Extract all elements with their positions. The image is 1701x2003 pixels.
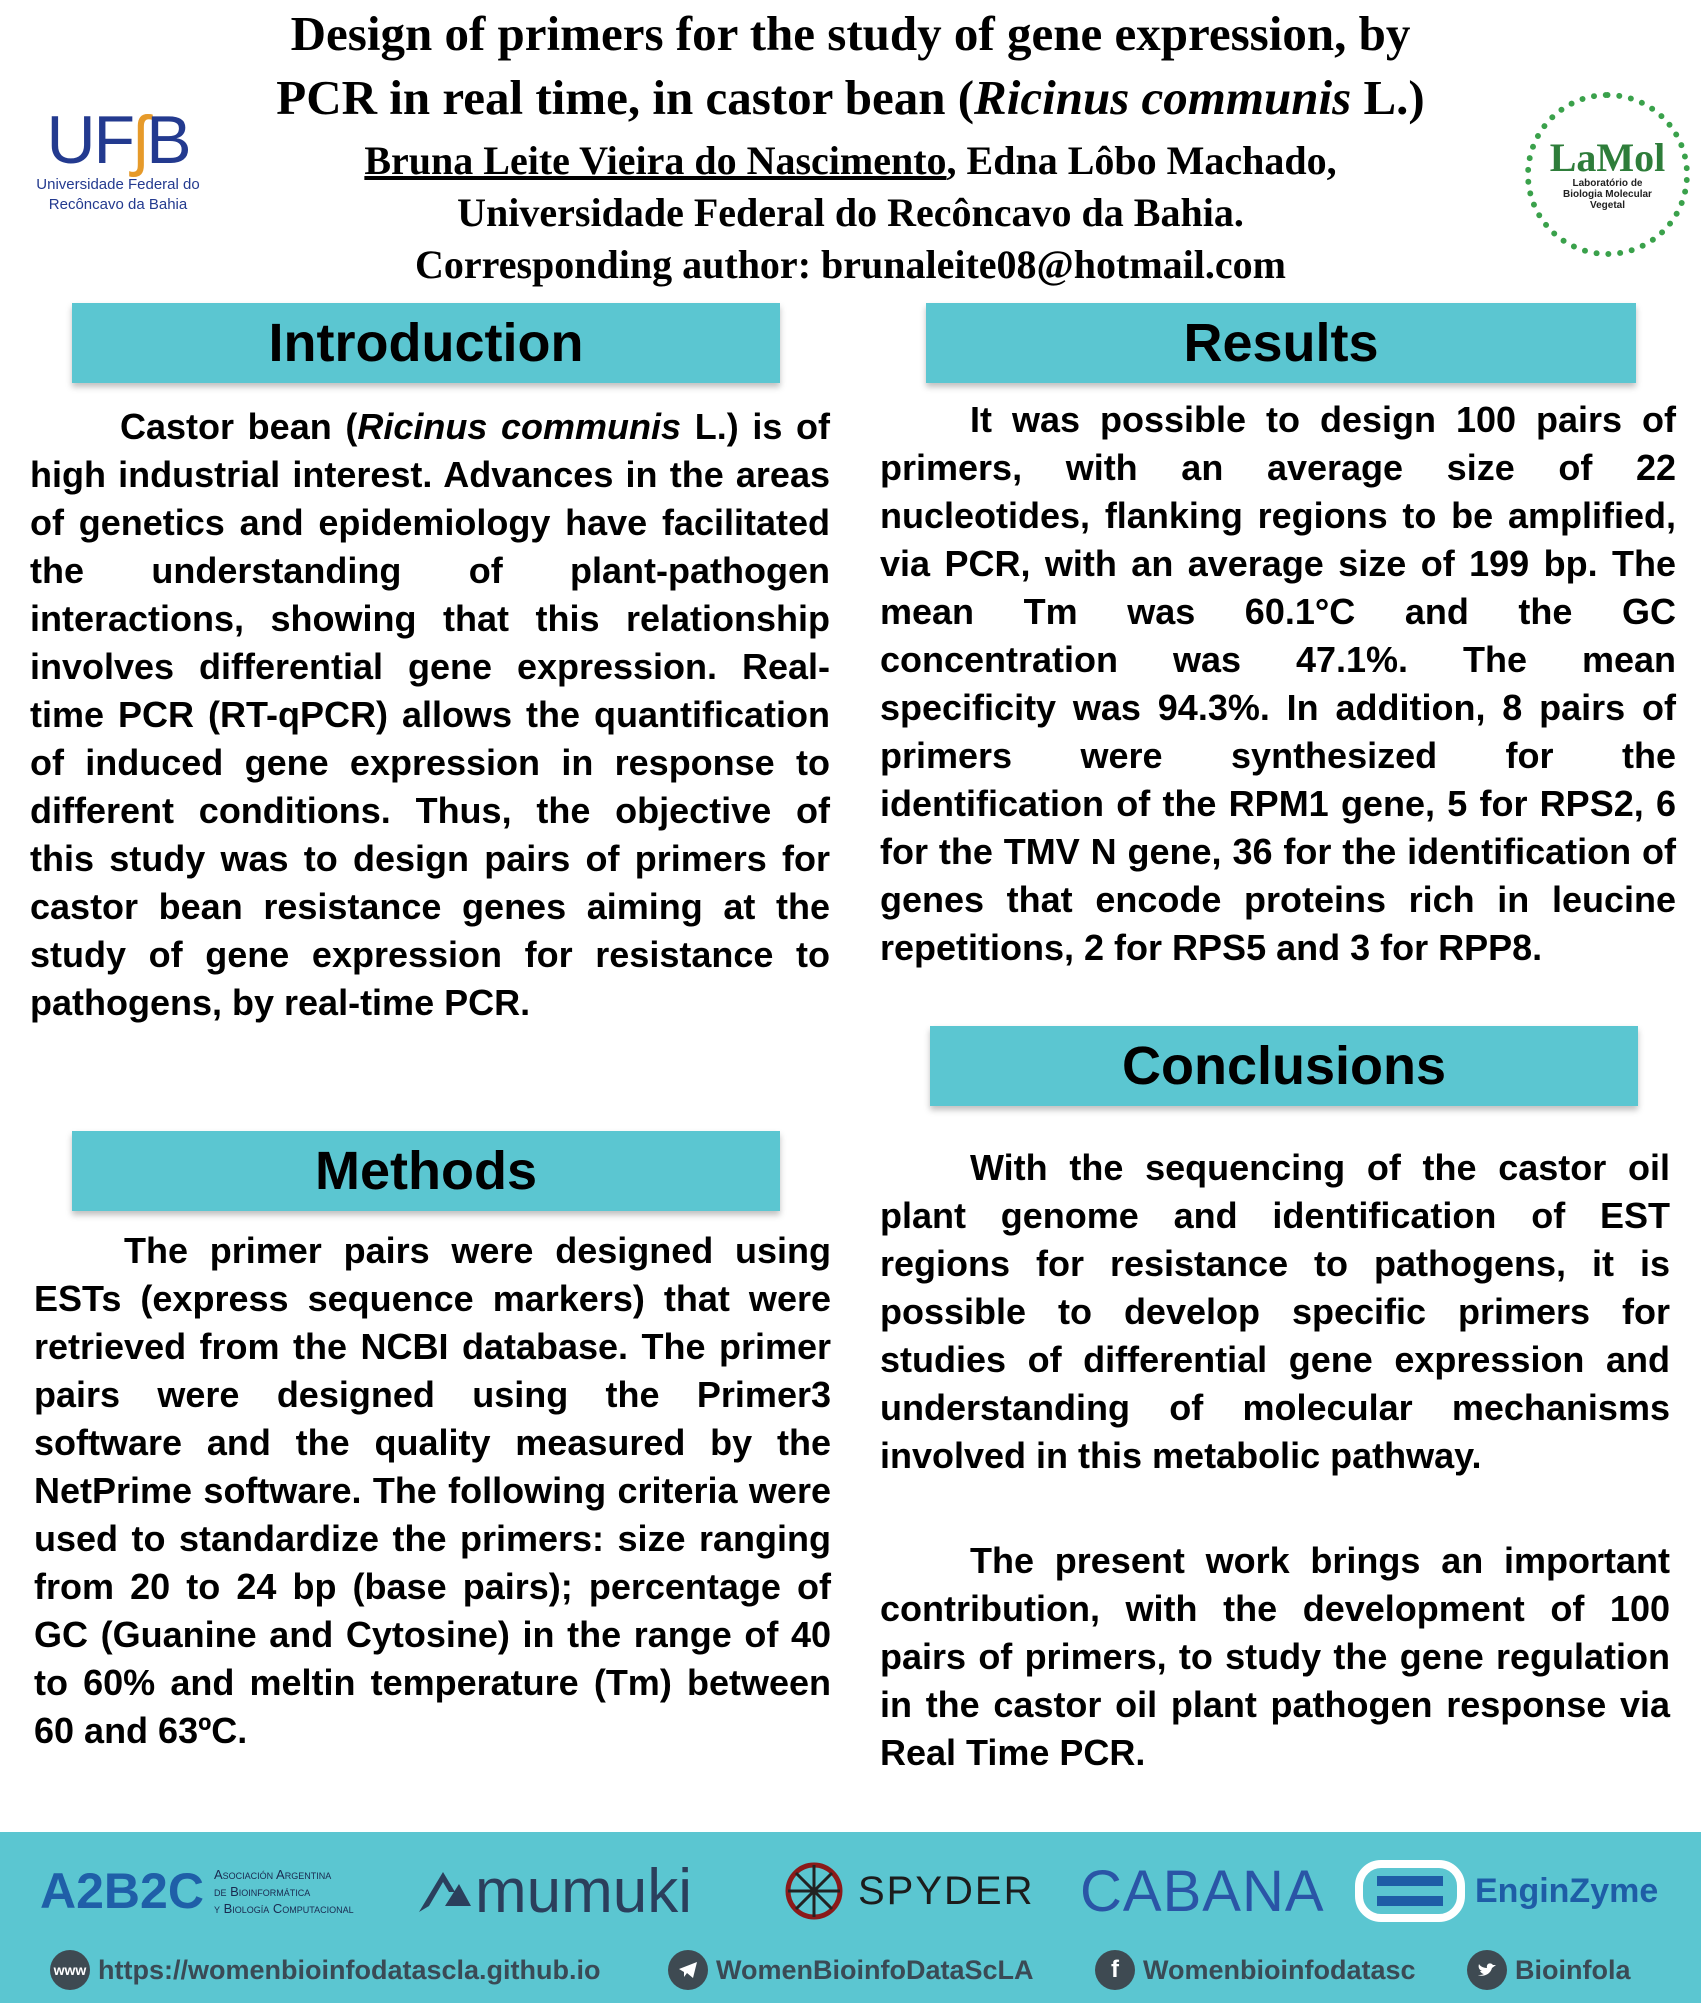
ufrb-logo-mark: UFʃB — [46, 102, 191, 178]
conclusions-paragraph-2: The present work brings an important con… — [880, 1540, 1670, 1773]
telegram-link[interactable]: WomenBioinfoDataScLA — [668, 1950, 1034, 1990]
title-line-2-post: L.) — [1351, 70, 1425, 125]
sponsor-spyder: SPYDER — [782, 1856, 1062, 1926]
twitter-icon — [1467, 1950, 1507, 1990]
first-author: Bruna Leite Vieira do Nascimento — [364, 138, 947, 183]
enginzyme-logo-text: EnginZyme — [1475, 1871, 1659, 1910]
spyder-logo-icon — [785, 1862, 843, 1920]
affiliation: Universidade Federal do Recôncavo da Bah… — [457, 190, 1244, 235]
poster-header: Design of primers for the study of gene … — [0, 0, 1701, 290]
web-icon: www — [50, 1950, 90, 1990]
sponsor-cabana: CABANA — [1080, 1856, 1340, 1926]
enginzyme-logo-icon — [1355, 1860, 1465, 1922]
sponsor-enginzyme: EnginZyme — [1355, 1856, 1690, 1926]
conclusions-heading: Conclusions — [930, 1026, 1638, 1106]
sponsor-mumuki: mumuki — [415, 1856, 745, 1926]
ufrb-logo-line-2: Recôncavo da Bahia — [48, 196, 188, 213]
methods-text: The primer pairs were designed using EST… — [34, 1230, 831, 1751]
a2b2c-logo-text: Asociación Argentina de Bioinformática y… — [213, 1866, 354, 1916]
mumuki-logo-text: mumuki — [475, 1856, 693, 1926]
cabana-logo-text: CABANA — [1080, 1858, 1325, 1924]
a2b2c-logo-mark: A2B2C — [40, 1863, 204, 1919]
co-authors: , Edna Lôbo Machado, — [946, 138, 1337, 183]
telegram-handle: WomenBioinfoDataScLA — [716, 1954, 1034, 1985]
facebook-handle: Womenbioinfodatasc — [1143, 1954, 1416, 1985]
title-species: Ricinus communis — [974, 70, 1352, 125]
introduction-text: Castor bean (Ricinus communis L.) is of … — [30, 406, 830, 1023]
methods-heading: Methods — [72, 1131, 780, 1211]
twitter-link[interactable]: Bioinfola — [1467, 1950, 1631, 1990]
lamol-logo-name: LaMol — [1549, 135, 1666, 180]
facebook-icon: f — [1095, 1950, 1135, 1990]
twitter-handle: Bioinfola — [1515, 1954, 1631, 1985]
poster-title: Design of primers for the study of gene … — [150, 2, 1551, 130]
lamol-logo-subtitle: Laboratório de Biologia Molecular Vegeta… — [1563, 178, 1652, 211]
title-line-1: Design of primers for the study of gene … — [290, 6, 1411, 61]
telegram-icon — [668, 1950, 708, 1990]
results-text: It was possible to design 100 pairs of p… — [880, 399, 1676, 968]
title-line-2-pre: PCR in real time, in castor bean ( — [276, 70, 975, 125]
author-block: Bruna Leite Vieira do Nascimento, Edna L… — [150, 135, 1551, 291]
lamol-logo: LaMol Laboratório de Biologia Molecular … — [1525, 92, 1690, 257]
introduction-heading: Introduction — [72, 303, 780, 383]
website-url: https://womenbioinfodatascla.github.io — [98, 1954, 601, 1985]
facebook-link[interactable]: f Womenbioinfodatasc — [1095, 1950, 1416, 1990]
introduction-species: Ricinus communis — [357, 406, 682, 447]
sponsor-footer: A2B2C Asociación Argentina de Bioinformá… — [0, 1832, 1701, 2003]
website-link[interactable]: www https://womenbioinfodatascla.github.… — [50, 1950, 600, 1990]
contact-links: www https://womenbioinfodatascla.github.… — [0, 1950, 1701, 1990]
corresponding-author: Corresponding author: brunaleite08@hotma… — [415, 242, 1286, 287]
ufrb-logo-line-1: Universidade Federal do — [36, 176, 200, 193]
ufrb-logo-accent: ʃ — [133, 102, 148, 178]
ufrb-logo: UFʃB Universidade Federal do Recôncavo d… — [28, 105, 208, 245]
conclusions-paragraph-1: With the sequencing of the castor oil pl… — [880, 1147, 1670, 1476]
mumuki-logo-icon — [419, 1872, 471, 1912]
results-heading: Results — [926, 303, 1636, 383]
spyder-logo-text: SPYDER — [858, 1868, 1035, 1913]
sponsor-a2b2c: A2B2C Asociación Argentina de Bioinformá… — [40, 1856, 400, 1926]
